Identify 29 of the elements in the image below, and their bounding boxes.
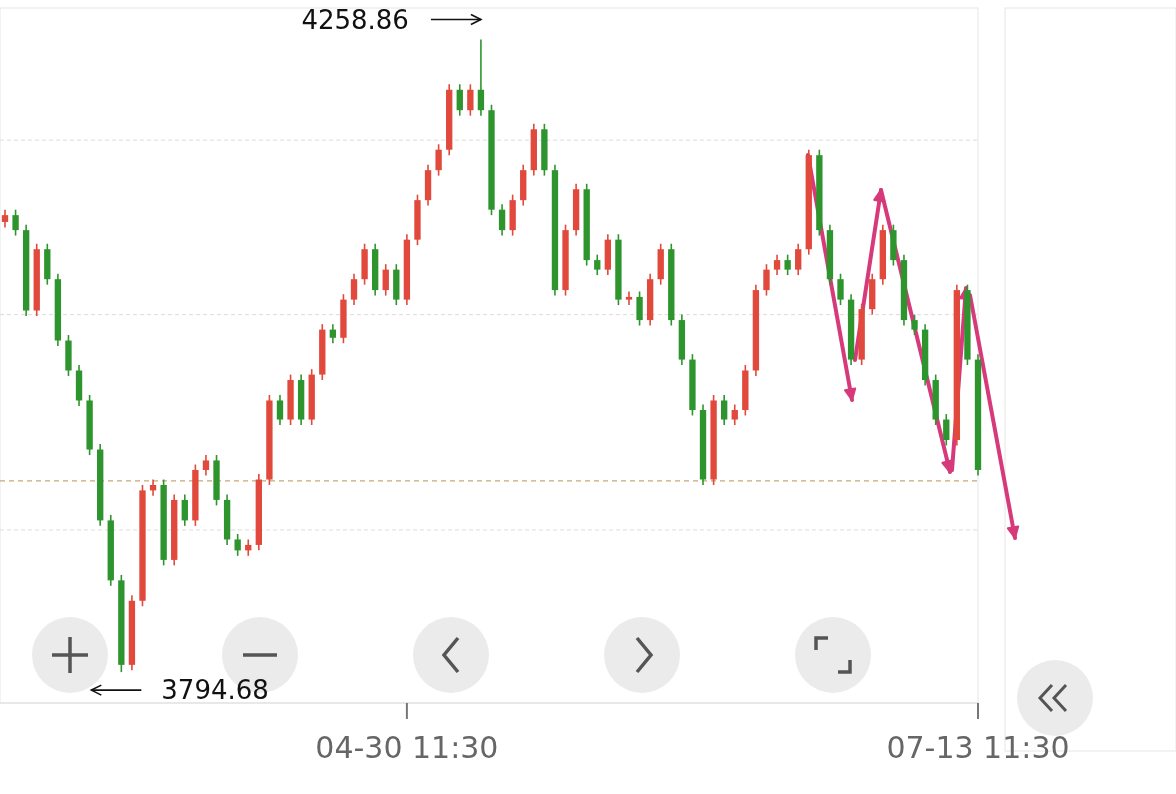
candlestick [784, 253, 791, 276]
candlestick [329, 323, 337, 345]
candlestick [943, 413, 950, 447]
annotation: 4258.86 [301, 4, 409, 35]
candlestick [594, 253, 601, 276]
candlestick [721, 394, 728, 426]
candlestick [382, 263, 389, 297]
candlestick [456, 83, 463, 117]
candlestick [350, 272, 358, 306]
candlestick [12, 208, 19, 237]
candlestick [795, 242, 802, 276]
x-tick-label: 07-13 11:30 [886, 730, 1070, 765]
candlestick [234, 533, 241, 557]
candlestick [202, 454, 210, 477]
candlestick [181, 493, 188, 527]
candlestick [477, 38, 485, 117]
candlestick [773, 253, 781, 276]
candlestick [435, 143, 442, 177]
candlestick [837, 272, 844, 306]
candlestick [636, 290, 643, 327]
candlestick [625, 290, 633, 306]
annotation: 3794.68 [161, 675, 269, 706]
candlestick [276, 394, 284, 426]
candlestick [467, 83, 474, 117]
x-tick-label: 04-30 11:30 [315, 730, 499, 765]
candlestick [731, 403, 738, 426]
candlestick [498, 203, 506, 237]
candlestick [911, 313, 918, 336]
candlestick [763, 263, 770, 297]
